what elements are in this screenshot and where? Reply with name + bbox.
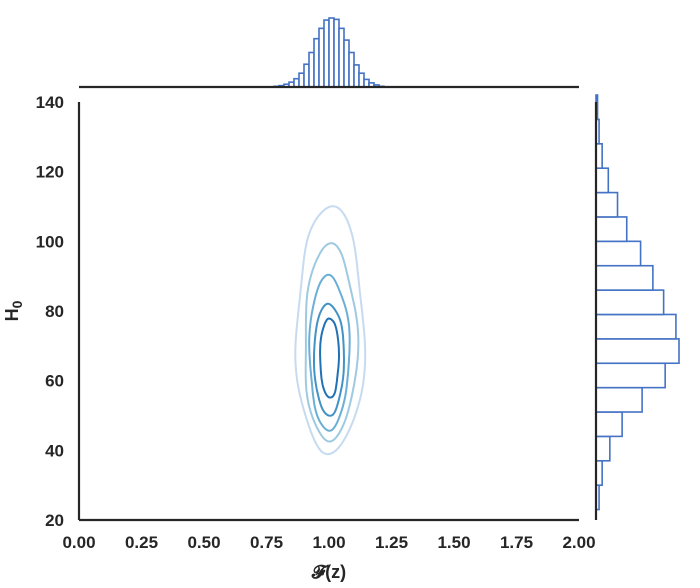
x-tick-labels: 0.00 0.25 0.50 0.75 1.00 1.25 1.50 1.75 2.00 bbox=[62, 533, 595, 552]
x-tick-label: 2.00 bbox=[562, 533, 595, 552]
y-marginal-bar bbox=[595, 167, 610, 194]
kde-contour-level bbox=[304, 242, 360, 443]
y-marginal-bar bbox=[595, 264, 654, 291]
y-tick-label: 80 bbox=[45, 302, 64, 321]
x-tick-label: 0.75 bbox=[250, 533, 283, 552]
y-marginal-bar bbox=[595, 362, 666, 389]
y-marginal-bar bbox=[595, 313, 677, 340]
marginal-y-histogram bbox=[595, 94, 680, 511]
kde-contour-level bbox=[294, 205, 367, 456]
x-tick-label: 0.00 bbox=[62, 533, 95, 552]
y-tick-label: 140 bbox=[36, 93, 64, 112]
x-tick-label: 1.00 bbox=[312, 533, 345, 552]
y-marginal-bar bbox=[595, 435, 611, 462]
x-tick-label: 1.25 bbox=[375, 533, 408, 552]
kde-contour-level bbox=[319, 317, 340, 399]
x-tick-label: 0.25 bbox=[125, 533, 158, 552]
y-marginal-bar bbox=[595, 386, 643, 413]
y-axis-label-subscript: 0 bbox=[9, 300, 25, 308]
y-marginal-bar bbox=[595, 411, 623, 438]
y-axis-label: H0 bbox=[2, 300, 25, 321]
y-tick-label: 120 bbox=[36, 163, 64, 182]
y-tick-labels: 20 40 60 80 100 120 140 bbox=[36, 93, 64, 530]
kde-contour-level bbox=[313, 302, 346, 417]
x-tick-label: 0.50 bbox=[187, 533, 220, 552]
kde-contour-level bbox=[308, 273, 351, 432]
y-marginal-bar bbox=[595, 240, 642, 267]
y-tick-label: 100 bbox=[36, 232, 64, 251]
kde-contours bbox=[294, 205, 367, 456]
x-axis-label: 𝓕(z) bbox=[311, 562, 346, 582]
y-axis-label-main: H bbox=[2, 308, 22, 321]
y-tick-label: 60 bbox=[45, 372, 64, 391]
y-marginal-bar bbox=[595, 191, 619, 218]
y-marginal-bar bbox=[595, 216, 628, 243]
y-marginal-bar bbox=[595, 289, 665, 316]
marginal-x-histogram bbox=[273, 17, 385, 88]
y-tick-label: 20 bbox=[45, 511, 64, 530]
x-tick-label: 1.75 bbox=[500, 533, 533, 552]
x-tick-label: 1.50 bbox=[437, 533, 470, 552]
y-tick-label: 40 bbox=[45, 441, 64, 460]
y-marginal-bar bbox=[595, 338, 680, 365]
